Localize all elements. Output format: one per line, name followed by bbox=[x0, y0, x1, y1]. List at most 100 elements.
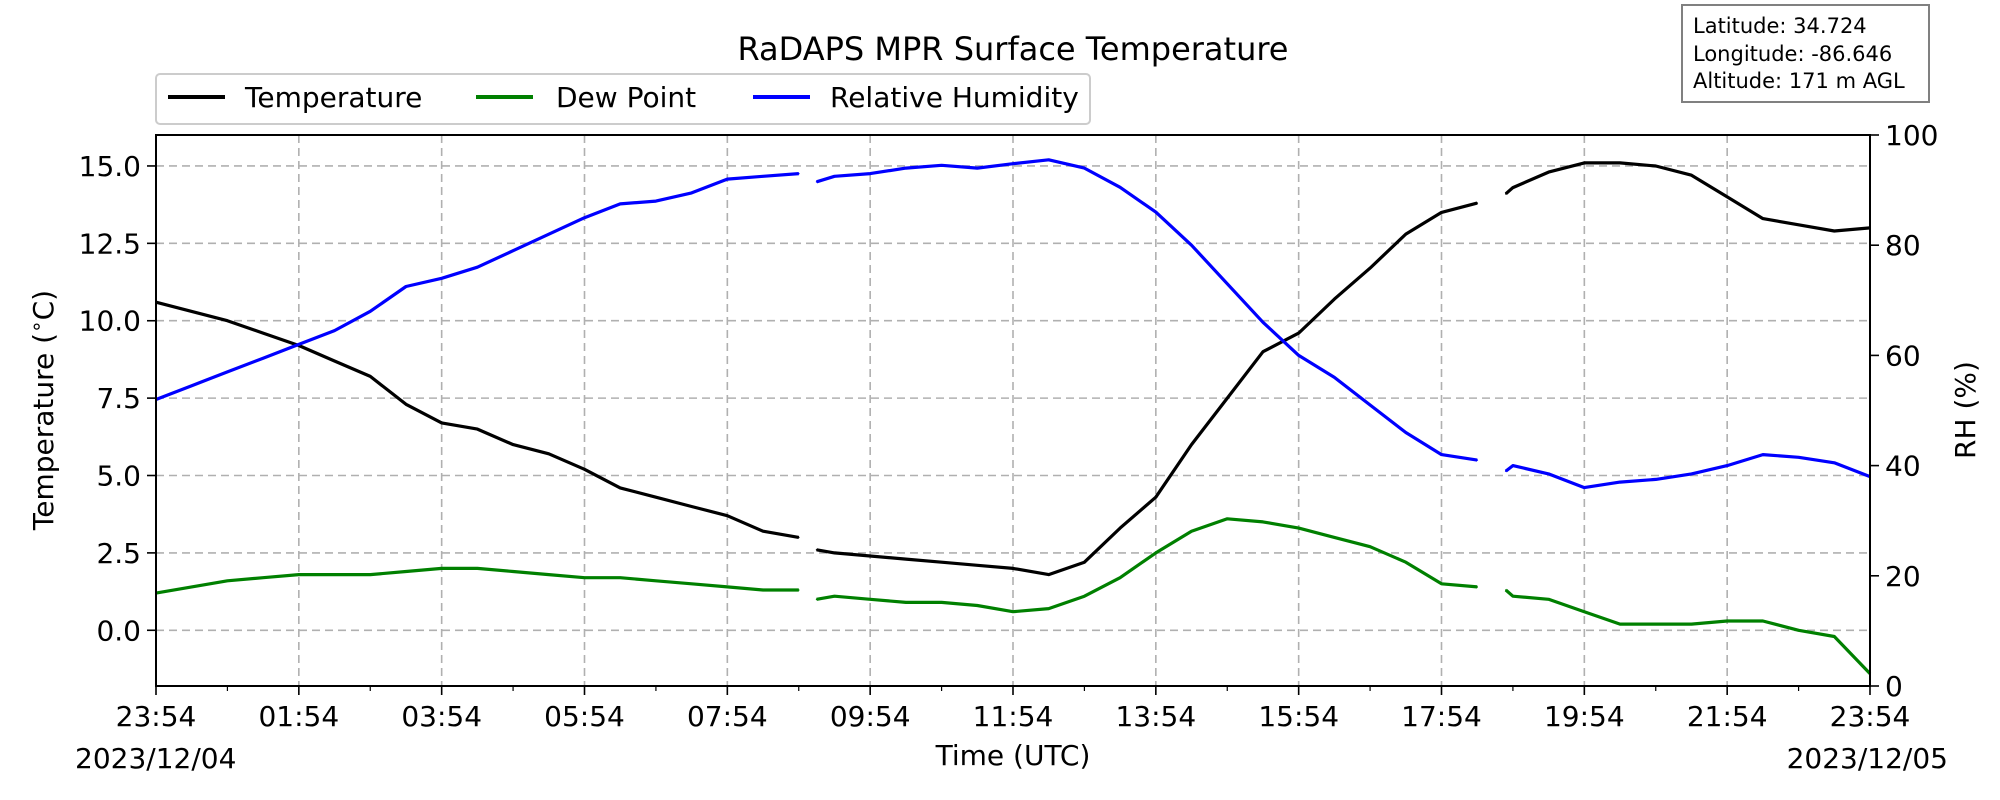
data-point-relative-humidity bbox=[976, 167, 979, 169]
data-point-temperature bbox=[1333, 298, 1336, 300]
data-point-relative-humidity bbox=[369, 310, 372, 313]
data-point-dew-point bbox=[1190, 530, 1193, 533]
data-point-relative-humidity bbox=[1369, 404, 1371, 406]
data-point-relative-humidity bbox=[1226, 282, 1229, 285]
data-point-relative-humidity bbox=[1547, 473, 1550, 475]
data-point-temperature bbox=[1190, 443, 1193, 446]
legend-label-temperature: Temperature bbox=[244, 81, 422, 114]
data-point-relative-humidity bbox=[1012, 162, 1014, 165]
data-point-relative-humidity bbox=[190, 384, 193, 387]
plot-area bbox=[155, 158, 1872, 675]
data-point-relative-humidity bbox=[1404, 431, 1407, 434]
data-point-temperature bbox=[726, 514, 729, 517]
data-point-temperature bbox=[1762, 217, 1764, 220]
data-point-relative-humidity bbox=[833, 175, 836, 178]
data-point-dew-point bbox=[476, 567, 479, 570]
data-point-relative-humidity bbox=[1512, 464, 1514, 467]
x-tick-label: 07:54 bbox=[687, 700, 768, 733]
data-point-dew-point bbox=[940, 601, 943, 604]
data-point-dew-point bbox=[726, 586, 729, 588]
data-point-relative-humidity bbox=[1440, 453, 1443, 456]
data-point-relative-humidity bbox=[1583, 486, 1586, 489]
data-point-temperature bbox=[1262, 350, 1264, 353]
y-tick-label-left: 10.0 bbox=[79, 305, 141, 338]
data-point-relative-humidity bbox=[1262, 321, 1264, 324]
data-point-dew-point bbox=[1083, 595, 1086, 598]
data-point-dew-point bbox=[1333, 536, 1336, 539]
data-point-relative-humidity bbox=[547, 233, 550, 235]
data-point-temperature bbox=[833, 552, 836, 554]
data-point-temperature bbox=[440, 422, 443, 424]
data-point-temperature bbox=[1226, 397, 1229, 399]
data-point-temperature bbox=[690, 505, 693, 508]
series-line-temperature bbox=[1504, 161, 1871, 233]
latitude-text: Latitude: 34.724 bbox=[1693, 14, 1867, 38]
data-point-relative-humidity bbox=[1726, 464, 1728, 467]
data-point-temperature bbox=[1369, 267, 1371, 269]
data-point-dew-point bbox=[905, 601, 907, 604]
data-point-dew-point bbox=[1226, 518, 1229, 520]
series-line-relative-humidity bbox=[816, 158, 1478, 462]
data-point-relative-humidity bbox=[1476, 459, 1479, 461]
legend-frame bbox=[155, 73, 1091, 125]
data-point-dew-point bbox=[815, 598, 818, 601]
data-point-dew-point bbox=[583, 576, 586, 579]
altitude-text: Altitude: 171 m AGL bbox=[1693, 69, 1905, 93]
data-point-dew-point bbox=[690, 583, 693, 585]
x-tick-label: 09:54 bbox=[830, 700, 911, 733]
data-point-dew-point bbox=[369, 573, 372, 576]
x-tick-label: 01:54 bbox=[258, 700, 339, 733]
location-info-frame bbox=[1681, 4, 1930, 103]
data-point-relative-humidity bbox=[476, 266, 479, 269]
data-point-dew-point bbox=[512, 570, 514, 573]
data-point-temperature bbox=[1726, 196, 1728, 198]
y-tick-label-right: 20 bbox=[1885, 560, 1921, 593]
data-point-dew-point bbox=[1654, 623, 1657, 625]
data-point-temperature bbox=[1297, 332, 1300, 334]
data-point-temperature bbox=[815, 548, 818, 551]
y-tick-label-left: 12.5 bbox=[79, 227, 141, 260]
data-point-relative-humidity bbox=[619, 203, 622, 205]
data-point-temperature bbox=[1619, 162, 1621, 164]
data-point-dew-point bbox=[869, 598, 871, 601]
data-point-dew-point bbox=[1369, 545, 1371, 548]
data-point-dew-point bbox=[797, 589, 800, 591]
data-point-relative-humidity bbox=[1762, 453, 1764, 456]
data-point-dew-point bbox=[333, 573, 336, 576]
data-point-dew-point bbox=[655, 579, 657, 582]
legend: Temperature Dew Point Relative Humidity bbox=[155, 73, 1091, 125]
series-line-relative-humidity bbox=[1504, 453, 1871, 490]
date-end-label: 2023/12/05 bbox=[1787, 742, 1948, 775]
data-point-temperature bbox=[1504, 193, 1507, 195]
data-point-dew-point bbox=[976, 604, 979, 607]
data-point-relative-humidity bbox=[1119, 186, 1121, 189]
data-point-dew-point bbox=[1726, 620, 1728, 622]
data-point-temperature bbox=[226, 319, 229, 322]
data-point-temperature bbox=[262, 332, 264, 334]
data-point-relative-humidity bbox=[1654, 478, 1657, 481]
y-tick-label-left: 2.5 bbox=[96, 537, 141, 570]
data-point-temperature bbox=[655, 496, 657, 498]
data-point-dew-point bbox=[1547, 598, 1550, 601]
data-point-relative-humidity bbox=[1155, 211, 1157, 213]
data-point-temperature bbox=[1404, 233, 1407, 235]
data-point-relative-humidity bbox=[1083, 167, 1086, 169]
x-tick-label: 23:54 bbox=[116, 700, 197, 733]
data-point-relative-humidity bbox=[262, 357, 264, 359]
data-point-dew-point bbox=[1504, 589, 1507, 591]
data-point-dew-point bbox=[1619, 623, 1621, 625]
y-axis-label-left: Temperature (∘C) bbox=[24, 290, 60, 531]
longitude-text: Longitude: -86.646 bbox=[1693, 42, 1892, 66]
data-point-temperature bbox=[976, 564, 979, 567]
x-tick-label: 13:54 bbox=[1115, 700, 1196, 733]
data-point-relative-humidity bbox=[226, 371, 229, 373]
data-point-relative-humidity bbox=[1333, 376, 1336, 379]
grid bbox=[156, 135, 1870, 686]
x-tick-label: 21:54 bbox=[1687, 700, 1768, 733]
data-point-relative-humidity bbox=[1504, 470, 1507, 472]
data-point-dew-point bbox=[1583, 610, 1586, 613]
data-point-temperature bbox=[476, 428, 479, 430]
data-point-temperature bbox=[369, 375, 372, 378]
